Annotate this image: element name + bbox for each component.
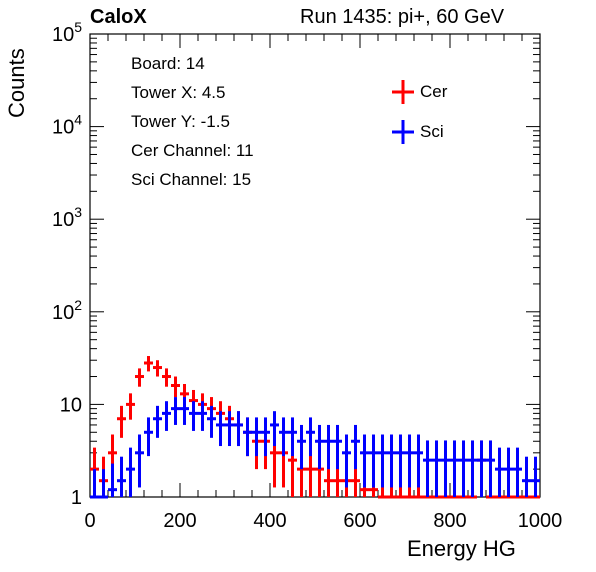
- legend-marker-cer: [392, 80, 414, 104]
- experiment-title: CaloX: [90, 6, 147, 28]
- legend-label-cer: Cer: [420, 82, 448, 101]
- y-tick-label: 1: [71, 487, 82, 509]
- info-box: Board: 14 Tower X: 4.5 Tower Y: -1.5 Cer…: [116, 48, 360, 200]
- legend-marker-sci: [392, 120, 414, 144]
- y-tick-label: 105: [52, 19, 82, 46]
- legend-label-sci: Sci: [420, 122, 444, 141]
- x-axis-label: Energy HG: [407, 536, 516, 561]
- x-tick-label: 800: [433, 510, 466, 532]
- info-tower-y: Tower Y: -1.5: [131, 112, 230, 131]
- info-board: Board: 14: [131, 54, 205, 73]
- x-tick-label: 400: [253, 510, 286, 532]
- info-tower-x: Tower X: 4.5: [131, 83, 226, 102]
- y-axis-label: Counts: [4, 48, 29, 118]
- series-sci: [90, 397, 540, 499]
- series-layer: [90, 356, 540, 499]
- y-tick-label: 103: [52, 204, 82, 231]
- info-sci-channel: Sci Channel: 15: [131, 170, 252, 189]
- legend-markers: [392, 80, 414, 144]
- y-tick-label: 102: [52, 297, 82, 324]
- x-tick-label: 600: [343, 510, 376, 532]
- y-tick-label: 104: [52, 112, 82, 139]
- y-tick-label: 10: [60, 394, 82, 416]
- run-title: Run 1435: pi+, 60 GeV: [300, 6, 505, 28]
- x-tick-label: 200: [163, 510, 196, 532]
- plot-frame: [89, 33, 541, 498]
- x-tick-label: 0: [84, 510, 95, 532]
- info-cer-channel: Cer Channel: 11: [131, 141, 254, 160]
- x-tick-label: 1000: [518, 510, 563, 532]
